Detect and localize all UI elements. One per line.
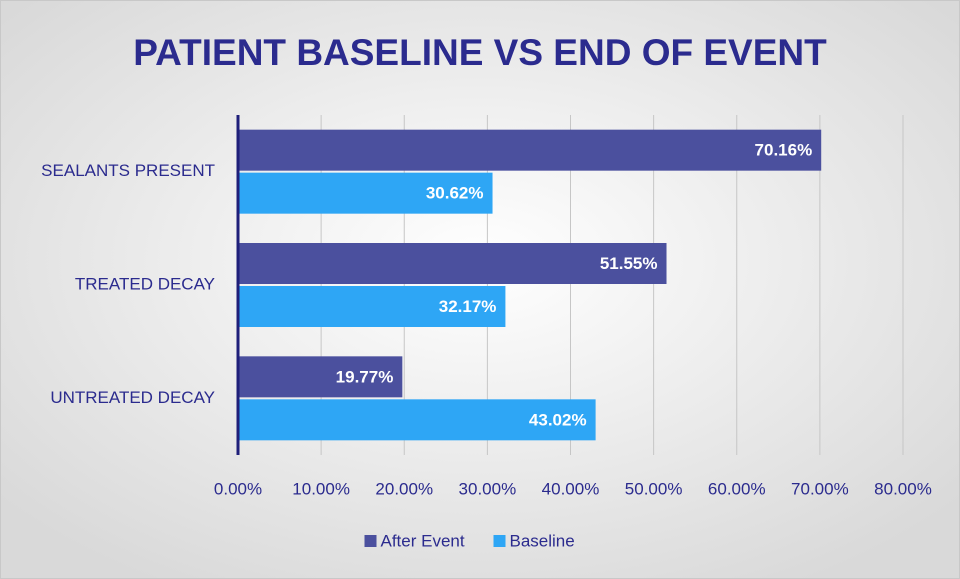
legend-label: After Event bbox=[381, 531, 465, 550]
x-tick-label: 70.00% bbox=[791, 479, 849, 498]
x-tick-label: 30.00% bbox=[459, 479, 517, 498]
data-label: 30.62% bbox=[426, 184, 484, 203]
data-label: 51.55% bbox=[600, 254, 658, 273]
bar bbox=[238, 286, 506, 327]
x-tick-label: 50.00% bbox=[625, 479, 683, 498]
x-tick-label: 80.00% bbox=[874, 479, 932, 498]
legend-label: Baseline bbox=[510, 531, 575, 550]
chart-title: PATIENT BASELINE VS END OF EVENT bbox=[133, 32, 827, 73]
bar bbox=[238, 356, 403, 398]
x-tick-label: 60.00% bbox=[708, 479, 766, 498]
x-tick-label: 40.00% bbox=[542, 479, 600, 498]
data-label: 32.17% bbox=[439, 297, 497, 316]
data-label: 19.77% bbox=[336, 367, 394, 386]
legend-swatch bbox=[364, 535, 377, 547]
x-tick-label: 0.00% bbox=[214, 479, 262, 498]
x-tick-label: 20.00% bbox=[375, 479, 433, 498]
data-label: 70.16% bbox=[755, 141, 813, 160]
bar bbox=[238, 172, 493, 214]
legend-swatch bbox=[493, 535, 506, 547]
bar bbox=[238, 243, 667, 284]
x-tick-label: 10.00% bbox=[292, 479, 350, 498]
data-label: 43.02% bbox=[529, 410, 587, 429]
y-tick-label: TREATED DECAY bbox=[75, 274, 215, 293]
y-tick-label: UNTREATED DECAY bbox=[50, 388, 215, 407]
bar bbox=[238, 399, 596, 441]
bar bbox=[238, 129, 822, 171]
y-tick-label: SEALANTS PRESENT bbox=[41, 161, 215, 180]
